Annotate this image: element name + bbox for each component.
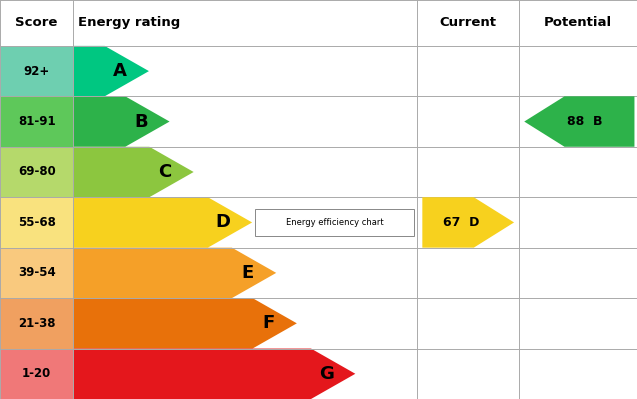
Text: 81-91: 81-91 <box>18 115 55 128</box>
Text: Current: Current <box>440 16 497 30</box>
Text: Energy rating: Energy rating <box>78 16 181 30</box>
Polygon shape <box>73 147 194 197</box>
Polygon shape <box>524 96 634 147</box>
Bar <box>0 197 73 248</box>
Polygon shape <box>73 298 297 349</box>
Text: Score: Score <box>15 16 58 30</box>
Bar <box>519 46 637 96</box>
Text: 21-38: 21-38 <box>18 317 55 330</box>
FancyBboxPatch shape <box>255 209 414 235</box>
Bar <box>519 248 637 298</box>
Text: 1-20: 1-20 <box>22 367 51 380</box>
Bar <box>417 197 519 248</box>
Text: A: A <box>113 62 127 80</box>
Bar <box>0 46 73 96</box>
Polygon shape <box>73 46 149 96</box>
Bar <box>0 298 73 349</box>
Bar <box>0 248 73 298</box>
Bar <box>73 96 417 147</box>
Bar <box>417 147 519 197</box>
Text: F: F <box>262 314 274 332</box>
Polygon shape <box>73 349 355 399</box>
Text: Energy efficiency chart: Energy efficiency chart <box>286 218 383 227</box>
Bar <box>417 248 519 298</box>
Text: 88  B: 88 B <box>567 115 603 128</box>
Bar <box>73 349 417 399</box>
Text: G: G <box>319 365 334 383</box>
Text: C: C <box>158 163 171 181</box>
Bar <box>73 248 417 298</box>
Text: 39-54: 39-54 <box>18 267 55 279</box>
Polygon shape <box>422 197 514 248</box>
Bar <box>0 0 637 46</box>
Bar <box>0 349 73 399</box>
Polygon shape <box>73 96 169 147</box>
Bar <box>73 46 417 96</box>
Polygon shape <box>73 197 252 248</box>
Bar <box>417 298 519 349</box>
Bar <box>73 298 417 349</box>
Bar <box>519 298 637 349</box>
Bar <box>417 96 519 147</box>
Text: D: D <box>216 213 231 231</box>
Text: B: B <box>134 113 148 130</box>
Bar <box>519 349 637 399</box>
Polygon shape <box>73 248 276 298</box>
Text: 92+: 92+ <box>24 65 50 78</box>
Text: 69-80: 69-80 <box>18 166 55 178</box>
Text: 67  D: 67 D <box>443 216 479 229</box>
Text: Potential: Potential <box>544 16 612 30</box>
Bar <box>417 46 519 96</box>
Bar <box>73 197 417 248</box>
Bar <box>519 96 637 147</box>
Text: 55-68: 55-68 <box>18 216 55 229</box>
Bar <box>0 96 73 147</box>
Bar <box>73 147 417 197</box>
Bar <box>519 147 637 197</box>
Text: E: E <box>241 264 254 282</box>
Bar <box>0 147 73 197</box>
Bar <box>519 197 637 248</box>
Bar <box>417 349 519 399</box>
